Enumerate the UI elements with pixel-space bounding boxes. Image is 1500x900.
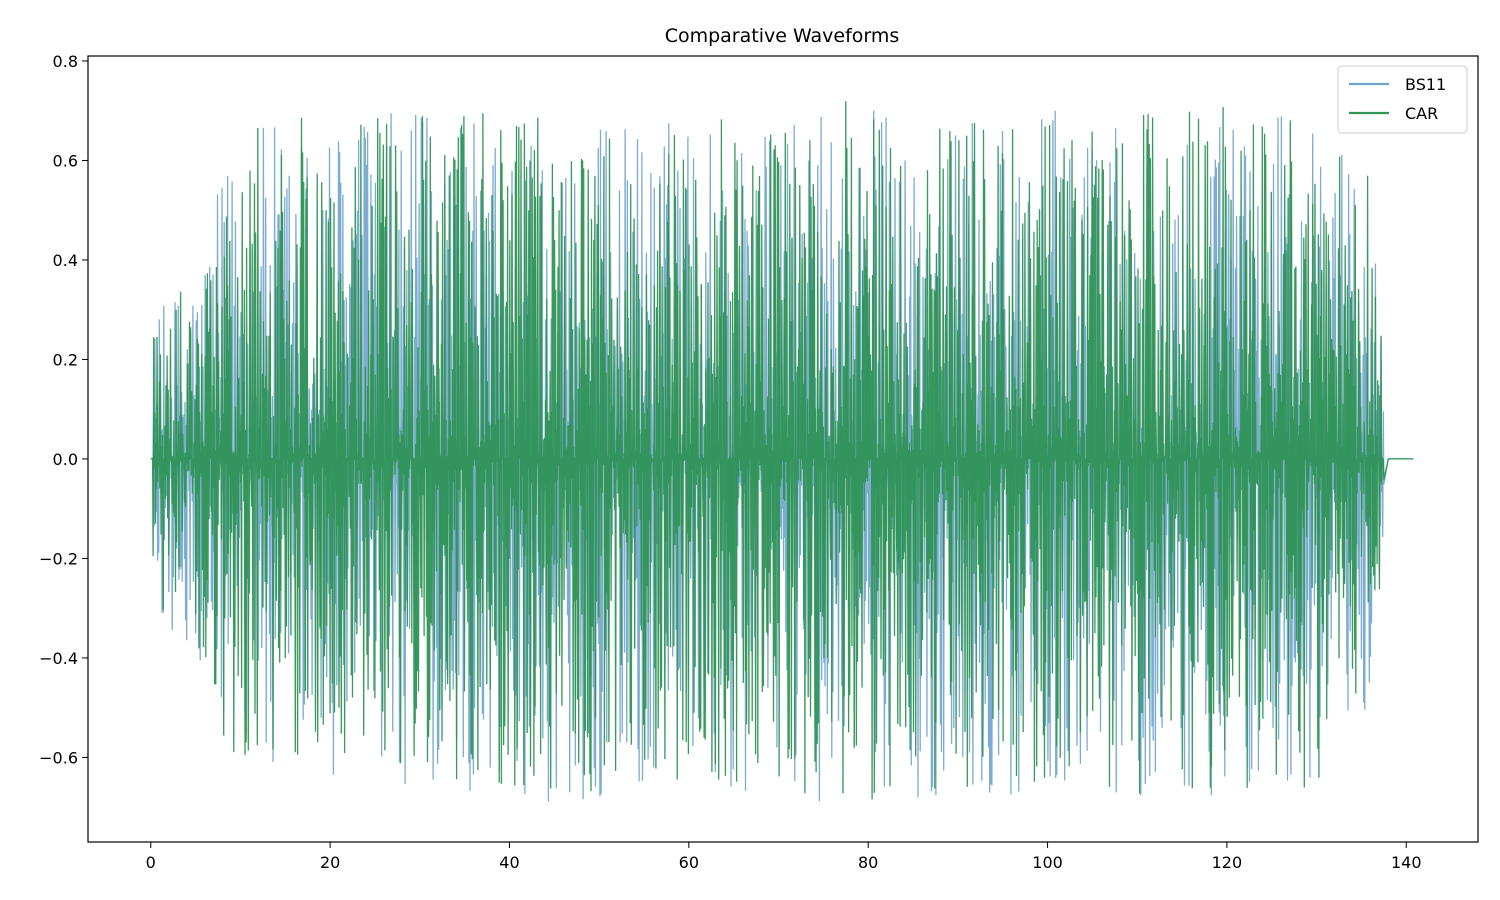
x-tick-label: 100 xyxy=(1032,853,1063,872)
series-layer xyxy=(150,101,1414,802)
chart-title: Comparative Waveforms xyxy=(665,25,900,47)
x-tick-label: 0 xyxy=(146,853,156,872)
y-tick-label: 0.4 xyxy=(53,251,78,270)
y-tick-label: −0.4 xyxy=(39,649,78,668)
x-tick-label: 60 xyxy=(679,853,699,872)
legend-label-bs11: BS11 xyxy=(1405,75,1446,94)
plot-frame xyxy=(87,55,1479,843)
series-line-car xyxy=(150,101,1414,800)
x-tick-label: 120 xyxy=(1212,853,1243,872)
legend-label-car: CAR xyxy=(1405,104,1438,123)
y-tick-label: 0.8 xyxy=(53,52,78,71)
legend-box xyxy=(1337,65,1468,134)
y-tick-label: −0.6 xyxy=(39,748,78,767)
legend: BS11 CAR xyxy=(1337,65,1468,134)
x-tick-label: 40 xyxy=(499,853,519,872)
y-tick-label: 0.6 xyxy=(53,151,78,170)
y-tick-label: 0.0 xyxy=(53,450,78,469)
x-tick-label: 20 xyxy=(320,853,340,872)
y-tick-label: −0.2 xyxy=(39,549,78,568)
x-tick-label: 80 xyxy=(858,853,878,872)
y-tick-label: 0.2 xyxy=(53,350,78,369)
x-tick-label: 140 xyxy=(1391,853,1422,872)
y-axis: −0.6 −0.4 −0.2 0.0 0.2 0.4 0.6 0.8 xyxy=(39,52,88,767)
x-axis: 0 20 40 60 80 100 120 140 xyxy=(146,842,1422,872)
